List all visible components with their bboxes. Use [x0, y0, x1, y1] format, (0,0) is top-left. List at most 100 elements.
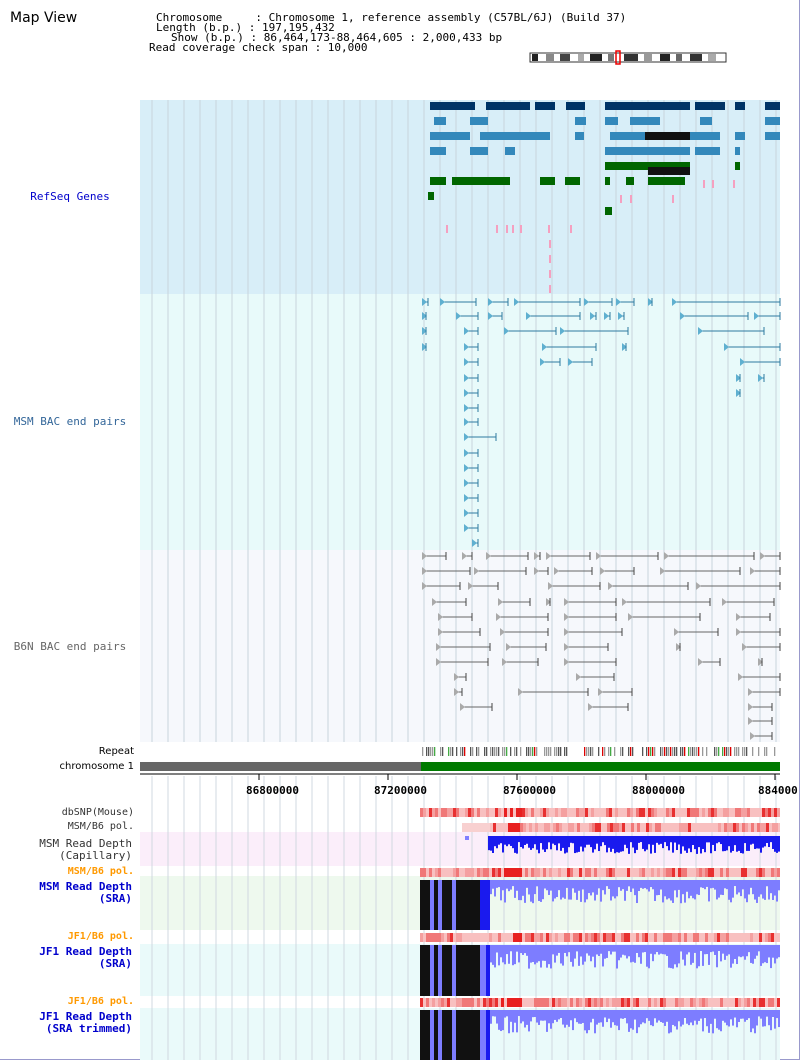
depth-bar	[518, 880, 520, 901]
b6n-bac-end	[422, 582, 427, 590]
depth-bar	[636, 880, 638, 904]
repeat-track[interactable]	[422, 747, 776, 756]
depth-saturated-gap	[438, 945, 442, 996]
depth-bar	[740, 945, 742, 958]
b6n-bac-end	[564, 598, 569, 606]
repeat-element	[652, 747, 654, 756]
depth-bar	[682, 1010, 684, 1025]
depth-bar	[566, 1010, 568, 1025]
polymorphism-tracks[interactable]	[420, 808, 780, 1007]
jf1-b6-pol-cell	[513, 933, 516, 942]
depth-bar	[652, 880, 654, 890]
msm-b6-pol-cell	[730, 823, 733, 832]
msm-bac-end	[464, 418, 469, 426]
depth-bar	[492, 880, 494, 889]
depth-saturated-gap	[480, 945, 488, 996]
repeat-element	[666, 747, 668, 756]
depth-bar	[646, 1010, 648, 1019]
depth-bar	[676, 880, 678, 898]
msm-b6-pol-sra-cell	[510, 868, 513, 877]
dbsnp-cell	[771, 808, 774, 817]
depth-bar	[652, 1010, 654, 1027]
dbsnp-cell	[423, 808, 426, 817]
repeat-element	[536, 747, 538, 756]
depth-bar	[678, 945, 680, 964]
depth-bar	[650, 880, 652, 888]
depth-bar	[522, 945, 524, 955]
depth-bar	[594, 945, 596, 968]
refseq-genes[interactable]	[428, 102, 780, 293]
depth-bar-capillary	[610, 836, 612, 852]
jf1-b6-pol-cell	[450, 933, 453, 942]
chromosome-bar-sequenced[interactable]	[421, 762, 780, 771]
jf1-b6-pol-cell	[678, 933, 681, 942]
msm-b6-pol-sra-cell	[558, 868, 561, 877]
depth-bar	[758, 945, 760, 952]
depth-bar	[770, 1010, 772, 1031]
depth-bar	[728, 1010, 730, 1027]
jf1-b6-pol-trim-cell	[738, 998, 741, 1007]
depth-bar	[590, 880, 592, 896]
depth-bar	[746, 1010, 748, 1020]
b6n-bac-pairs[interactable]	[422, 552, 781, 740]
msm-b6-pol-cell	[535, 823, 538, 832]
depth-bar-capillary	[656, 836, 658, 843]
depth-bar	[518, 1010, 520, 1017]
jf1-b6-pol-cell	[717, 933, 720, 942]
depth-bar-capillary	[758, 836, 760, 849]
jf1-b6-pol-trim-cell	[558, 998, 561, 1007]
chromosome-ideogram[interactable]	[529, 50, 727, 65]
jf1-b6-pol-cell	[636, 933, 639, 942]
depth-bar	[540, 945, 542, 968]
depth-saturated-edge	[486, 1010, 490, 1060]
msm-bac-pairs[interactable]	[422, 298, 781, 547]
repeat-element	[610, 747, 612, 756]
refseq-gene	[735, 102, 745, 110]
repeat-element	[494, 747, 496, 756]
refseq-gene-exon	[648, 167, 690, 175]
jf1-b6-pol-trim-cell	[513, 998, 516, 1007]
depth-bar-capillary	[658, 836, 660, 845]
depth-bar-capillary	[742, 836, 744, 854]
depth-bar-capillary	[672, 836, 674, 853]
repeat-element	[604, 747, 606, 756]
dbsnp-cell	[540, 808, 543, 817]
jf1-b6-pol-cell	[759, 933, 762, 942]
read-depth-tracks[interactable]	[420, 836, 780, 1060]
depth-bar	[494, 945, 496, 968]
depth-bar	[516, 945, 518, 952]
msm-b6-pol-cell	[616, 823, 619, 832]
msm-b6-pol-cell	[631, 823, 634, 832]
depth-bar	[564, 1010, 566, 1028]
depth-bar	[642, 1010, 644, 1023]
msm-b6-pol-cell	[775, 823, 778, 832]
refseq-gene	[575, 117, 586, 125]
repeat-element	[530, 747, 532, 756]
dbsnp-cell	[543, 808, 546, 817]
depth-bar	[720, 945, 722, 962]
info-span: Read coverage check span : 10,000	[149, 41, 368, 54]
dbsnp-cell	[654, 808, 657, 817]
depth-bar	[766, 945, 768, 964]
b6n-bac-end	[608, 582, 613, 590]
depth-bar	[736, 880, 738, 895]
depth-bar	[512, 945, 514, 966]
repeat-element	[696, 747, 698, 756]
jf1-b6-pol-trim-cell	[546, 998, 549, 1007]
repeat-element	[588, 747, 590, 756]
page-title: Map View	[10, 10, 78, 26]
repeat-element	[662, 747, 664, 756]
depth-bar	[534, 1010, 536, 1018]
dbsnp-cell	[774, 808, 777, 817]
depth-bar	[748, 1010, 750, 1019]
depth-bar	[508, 945, 510, 964]
depth-bar	[722, 880, 724, 896]
msm-b6-pol-sra-cell	[579, 868, 582, 877]
depth-bar	[536, 880, 538, 887]
repeat-element	[628, 747, 630, 756]
dbsnp-cell	[726, 808, 729, 817]
refseq-gene	[605, 162, 690, 170]
msm-bac-end	[616, 298, 621, 306]
repeat-element	[724, 747, 726, 756]
